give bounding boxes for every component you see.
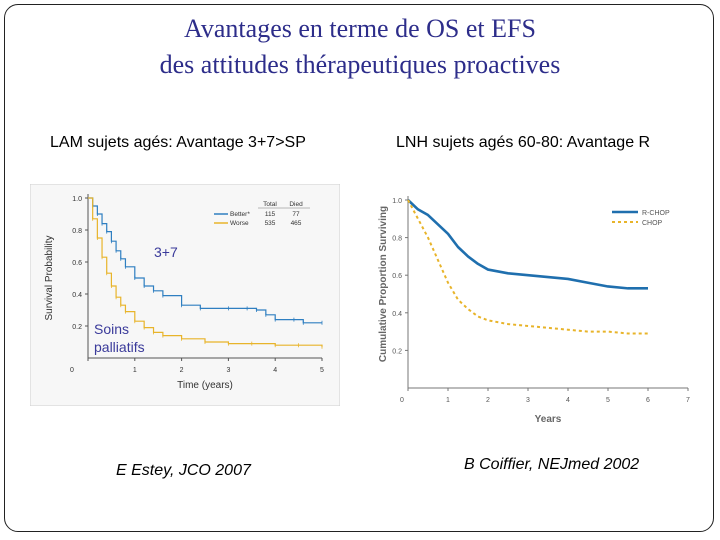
- left-citation: E Estey, JCO 2007: [116, 462, 251, 479]
- y-tick-label: 0.6: [392, 273, 402, 280]
- legend-header-died: Died: [289, 201, 303, 208]
- x-tick-label: 2: [180, 367, 184, 374]
- x-tick-label: 0: [400, 397, 404, 404]
- label-3plus7: 3+7: [154, 244, 178, 260]
- y-tick-label: 0.4: [72, 292, 82, 299]
- y-tick-label: 0.4: [392, 311, 402, 318]
- series-line-chop: [407, 199, 648, 335]
- x-tick-label: 4: [273, 367, 277, 374]
- x-tick-label: 3: [226, 367, 230, 374]
- x-tick-label: 6: [646, 397, 650, 404]
- x-tick-label: 7: [686, 397, 690, 404]
- x-tick-label: 4: [566, 397, 570, 404]
- y-tick-label: 1.0: [72, 196, 82, 203]
- left-subtitle: LAM sujets agés: Avantage 3+7>SP: [50, 134, 306, 151]
- label-palliatifs: palliatifs: [94, 339, 145, 355]
- right-citation: B Coiffier, NEJmed 2002: [464, 456, 640, 473]
- y-tick-label: 0.8: [392, 236, 402, 243]
- aml-survival-chart: 0.2 0.4 0.6 0.8 1.0 0 1 2 3 4 5 Time (years) Surviva…: [30, 184, 340, 406]
- x-tick-label: 0: [70, 367, 74, 374]
- legend-total: 115: [265, 211, 276, 218]
- legend-label: Worse: [230, 220, 249, 227]
- right-subtitle: LNH sujets agés 60-80: Avantage R: [396, 134, 651, 151]
- x-axis-title: Time (years): [177, 380, 233, 391]
- y-tick-label: 0.6: [72, 260, 82, 267]
- slide-title-line2: des attitudes thérapeutiques proactives: [159, 50, 561, 79]
- y-tick-label: 0.2: [392, 348, 402, 355]
- slide-frame: [4, 4, 714, 532]
- x-axis-title: Years: [535, 414, 562, 425]
- y-tick-label: 0.2: [72, 324, 82, 331]
- slide-title-line1: Avantages en terme de OS et EFS: [184, 14, 536, 43]
- x-tick-label: 5: [606, 397, 610, 404]
- legend-label-chop: CHOP: [642, 220, 663, 227]
- label-soins-palliatifs: Soins palliatifs: [94, 320, 145, 356]
- x-tick-label: 1: [133, 367, 137, 374]
- x-tick-label: 5: [320, 367, 324, 374]
- legend-died: 465: [291, 220, 302, 227]
- label-soins: Soins: [94, 321, 130, 337]
- x-tick-label: 3: [526, 397, 530, 404]
- x-tick-label: 2: [486, 397, 490, 404]
- y-axis-title: Survival Probability: [44, 235, 55, 320]
- y-tick-label: 0.8: [72, 228, 82, 235]
- series-line-rchop: [407, 199, 648, 290]
- nhl-survival-chart: 0.2 0.4 0.6 0.8 1.0 0 1 2 3 4 5 6 7 Years Cumulative P…: [378, 196, 690, 425]
- legend-label-rchop: R-CHOP: [642, 210, 670, 217]
- y-tick-label: 1.0: [392, 198, 402, 205]
- legend-label: Better*: [230, 211, 250, 218]
- legend-total: 535: [265, 220, 276, 227]
- legend-died: 77: [292, 211, 300, 218]
- x-tick-label: 1: [446, 397, 450, 404]
- legend-header-total: Total: [263, 201, 277, 208]
- y-axis-title: Cumulative Proportion Surviving: [378, 206, 389, 362]
